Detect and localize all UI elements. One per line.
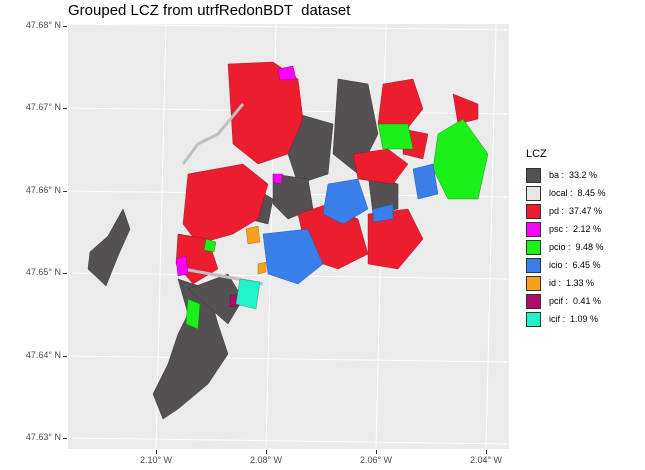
- zone-icio: [262, 163, 439, 285]
- zone-pd: [175, 61, 479, 285]
- zone-polygon: [245, 225, 261, 245]
- legend-swatch: [526, 185, 541, 201]
- zone-pcio: [185, 118, 489, 330]
- zone-polygon: [235, 278, 261, 310]
- zone-polygon: [175, 255, 189, 277]
- graticule-line: [68, 355, 509, 363]
- zone-id: [245, 225, 267, 275]
- zone-polygon: [372, 203, 394, 223]
- graticule-line: [68, 437, 509, 445]
- x-tick-label: 2.06° W: [359, 455, 393, 465]
- y-tick-mark: [63, 356, 67, 357]
- zone-polygon: [367, 208, 424, 270]
- zone-polygon: [452, 93, 479, 125]
- zone-polygon: [352, 148, 409, 185]
- zone-polygon: [377, 78, 424, 135]
- legend-label: psc : 2.12 %: [549, 224, 602, 234]
- graticule-line: [68, 24, 509, 31]
- zone-polygon: [277, 65, 297, 81]
- legend-label: pcio : 9.48 %: [549, 242, 604, 252]
- legend-label: ba : 33.2 %: [549, 170, 598, 180]
- y-tick-label: 47.64° N: [25, 350, 61, 360]
- x-tick-mark: [376, 450, 377, 454]
- zone-polygon: [322, 178, 369, 225]
- legend-swatch: [526, 203, 541, 219]
- legend-label: pcif : 0.41 %: [549, 296, 602, 306]
- legend-item: id : 1.33 %: [526, 274, 606, 292]
- legend-item: pcio : 9.48 %: [526, 238, 606, 256]
- x-tick-label: 2.10° W: [139, 455, 173, 465]
- legend-swatch: [526, 221, 541, 237]
- y-tick-label: 47.65° N: [25, 267, 61, 277]
- y-tick-mark: [63, 273, 67, 274]
- graticule-line: [485, 24, 497, 449]
- map-panel: [68, 24, 509, 449]
- legend-item: psc : 2.12 %: [526, 220, 606, 238]
- zone-icif: [235, 278, 261, 310]
- y-tick-mark: [63, 438, 67, 439]
- zone-polygon: [412, 163, 439, 200]
- map-canvas: [68, 24, 509, 449]
- x-tick-mark: [486, 450, 487, 454]
- legend-swatch: [526, 311, 541, 327]
- zone-polygon: [185, 298, 201, 330]
- x-tick-mark: [266, 450, 267, 454]
- zone-polygon: [227, 61, 304, 165]
- zone-polygon: [262, 228, 324, 285]
- legend-swatch: [526, 239, 541, 255]
- y-tick-mark: [63, 108, 67, 109]
- legend-item: icif : 1.09 %: [526, 310, 606, 328]
- zone-ba: [87, 78, 399, 420]
- y-tick-label: 47.66° N: [25, 185, 61, 195]
- zone-polygon: [272, 173, 284, 185]
- legend-label: id : 1.33 %: [549, 278, 595, 288]
- zone-psc: [175, 65, 297, 277]
- zone-polyline: [181, 103, 245, 165]
- zone-polygon: [203, 238, 217, 253]
- legend-label: pd : 37.47 %: [549, 206, 603, 216]
- legend-rows: ba : 33.2 % local : 8.45 % pd : 37.47 % psc…: [526, 166, 606, 328]
- legend-title: LCZ: [526, 148, 547, 160]
- legend-label: icif : 1.09 %: [549, 314, 599, 324]
- zone-polygon: [432, 118, 489, 200]
- graticule-line: [155, 24, 167, 449]
- zone-polygon: [182, 163, 269, 245]
- zone-polygon: [87, 208, 131, 287]
- legend-item: pd : 37.47 %: [526, 202, 606, 220]
- zone-polygon: [257, 261, 267, 275]
- y-tick-label: 47.67° N: [25, 102, 61, 112]
- legend-item: pcif : 0.41 %: [526, 292, 606, 310]
- y-tick-label: 47.68° N: [25, 20, 61, 30]
- legend-label: icio : 6.45 %: [549, 260, 601, 270]
- y-tick-mark: [63, 26, 67, 27]
- legend-label: local : 8.45 %: [549, 188, 606, 198]
- x-tick-mark: [156, 450, 157, 454]
- legend-swatch: [526, 167, 541, 183]
- legend-item: ba : 33.2 %: [526, 166, 606, 184]
- map-title: Grouped LCZ from utrfRedonBDT dataset: [68, 2, 351, 19]
- legend-item: icio : 6.45 %: [526, 256, 606, 274]
- legend-item: local : 8.45 %: [526, 184, 606, 202]
- legend: LCZ ba : 33.2 % local : 8.45 % pd : 37.47 …: [526, 148, 606, 328]
- legend-swatch: [526, 275, 541, 291]
- zone-polygon: [152, 278, 229, 420]
- zone-polygon: [377, 123, 414, 150]
- x-tick-label: 2.08° W: [249, 455, 283, 465]
- legend-swatch: [526, 293, 541, 309]
- x-tick-label: 2.04° W: [469, 455, 503, 465]
- y-tick-mark: [63, 191, 67, 192]
- y-tick-label: 47.63° N: [25, 432, 61, 442]
- legend-swatch: [526, 257, 541, 273]
